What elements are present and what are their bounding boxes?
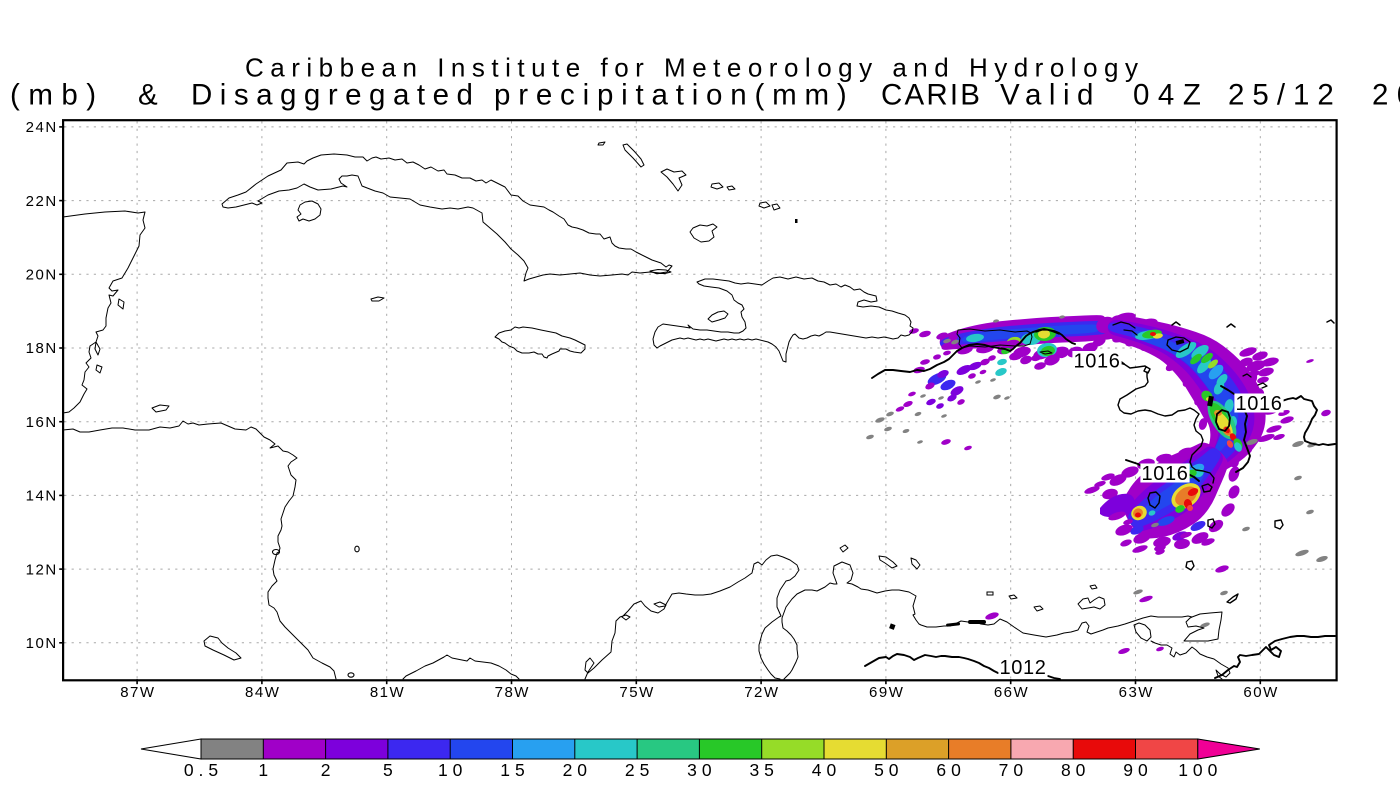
svg-text:70: 70 — [999, 760, 1028, 780]
svg-text:63W: 63W — [1119, 684, 1154, 701]
svg-text:90: 90 — [1123, 760, 1152, 780]
svg-text:84W: 84W — [245, 684, 280, 701]
svg-text:1016: 1016 — [1074, 351, 1121, 373]
svg-text:60W: 60W — [1243, 684, 1278, 701]
svg-text:20N: 20N — [26, 267, 58, 284]
svg-text:1016: 1016 — [1142, 463, 1189, 485]
svg-text:66W: 66W — [994, 684, 1029, 701]
svg-text:2: 2 — [321, 760, 336, 780]
svg-text:72W: 72W — [744, 684, 779, 701]
svg-text:24N: 24N — [26, 119, 58, 136]
svg-text:22N: 22N — [26, 193, 58, 210]
svg-text:0.5: 0.5 — [184, 760, 223, 780]
svg-text:Caribbean Institute for Meteor: Caribbean Institute for Meteorology and … — [245, 53, 1145, 83]
svg-text:1016: 1016 — [1236, 393, 1283, 415]
svg-text:100: 100 — [1178, 760, 1222, 780]
svg-text:80: 80 — [1061, 760, 1090, 780]
svg-text:40: 40 — [812, 760, 841, 780]
svg-text:69W: 69W — [869, 684, 904, 701]
svg-text:81W: 81W — [370, 684, 405, 701]
svg-text:14N: 14N — [26, 488, 58, 505]
svg-text:30: 30 — [687, 760, 716, 780]
svg-text:20: 20 — [563, 760, 592, 780]
svg-text:15: 15 — [500, 760, 529, 780]
svg-text:1012: 1012 — [1000, 657, 1047, 679]
svg-text:5: 5 — [383, 760, 398, 780]
svg-text:1: 1 — [258, 760, 273, 780]
svg-text:16N: 16N — [26, 414, 58, 431]
svg-text:75W: 75W — [619, 684, 654, 701]
svg-text:60: 60 — [936, 760, 965, 780]
svg-text:12N: 12N — [26, 561, 58, 578]
svg-text:35: 35 — [749, 760, 778, 780]
svg-text:18N: 18N — [26, 340, 58, 357]
svg-text:10: 10 — [438, 760, 467, 780]
svg-text:10N: 10N — [26, 635, 58, 652]
svg-text:87W: 87W — [120, 684, 155, 701]
svg-text:50: 50 — [874, 760, 903, 780]
svg-text:25: 25 — [625, 760, 654, 780]
svg-text:78W: 78W — [495, 684, 530, 701]
